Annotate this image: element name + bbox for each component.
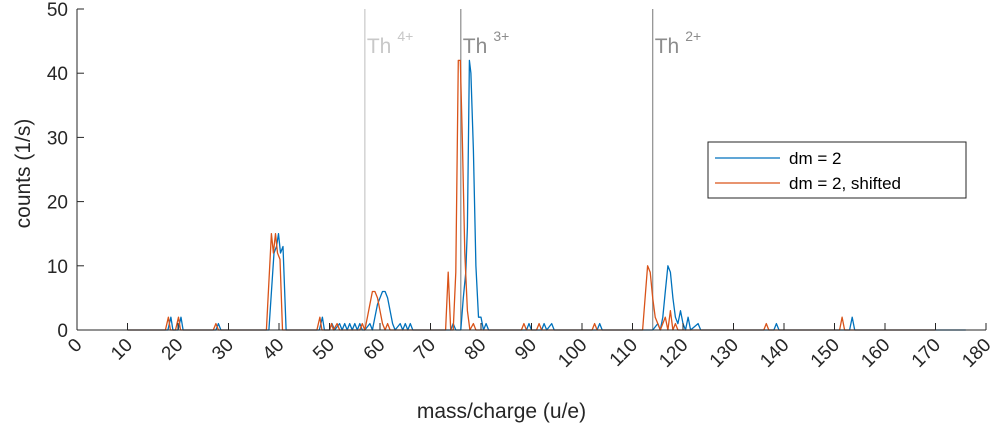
x-tick-label-7: 70 <box>410 335 440 365</box>
x-tick-label-3: 30 <box>208 335 238 365</box>
series-line-1 <box>127 59 936 331</box>
legend: dm = 2 dm = 2, shifted <box>707 141 967 199</box>
x-tick-label-0: 0 <box>64 335 86 357</box>
annotation-label-1: Th 3+ <box>463 28 509 58</box>
legend-label-1: dm = 2, shifted <box>789 174 901 193</box>
x-tick-label-5: 50 <box>309 335 339 365</box>
x-tick-label-18: 180 <box>958 335 995 372</box>
annotation-label-2: Th 2+ <box>655 28 701 58</box>
x-tick-label-14: 140 <box>756 335 793 372</box>
y-tick-label-1: 10 <box>47 257 68 278</box>
x-tick-label-9: 90 <box>511 335 541 365</box>
x-tick-label-2: 20 <box>158 335 188 365</box>
legend-box <box>707 141 967 199</box>
y-axis-title: counts (1/s) <box>12 119 35 229</box>
x-tick-label-1: 10 <box>107 335 137 365</box>
y-tick-label-4: 40 <box>47 64 68 85</box>
x-tick-label-13: 130 <box>706 335 743 372</box>
x-tick-label-12: 120 <box>655 335 692 372</box>
x-axis-title: mass/charge (u/e) <box>417 400 586 423</box>
y-tick-label-5: 50 <box>47 0 68 21</box>
x-tick-label-11: 110 <box>606 335 642 371</box>
y-tick-label-2: 20 <box>47 193 68 214</box>
x-tick-label-4: 40 <box>259 335 289 365</box>
y-tick-label-3: 30 <box>47 128 68 149</box>
x-tick-label-10: 100 <box>554 335 591 372</box>
annotation-label-0: Th 4+ <box>367 28 413 58</box>
x-tick-label-16: 160 <box>857 335 894 372</box>
legend-label-0: dm = 2 <box>789 149 841 168</box>
x-tick-label-15: 150 <box>807 335 844 372</box>
y-tick-label-0: 0 <box>57 321 68 342</box>
x-tick-label-17: 170 <box>908 335 945 372</box>
x-tick-label-8: 80 <box>461 335 491 365</box>
x-tick-label-6: 60 <box>360 335 390 365</box>
